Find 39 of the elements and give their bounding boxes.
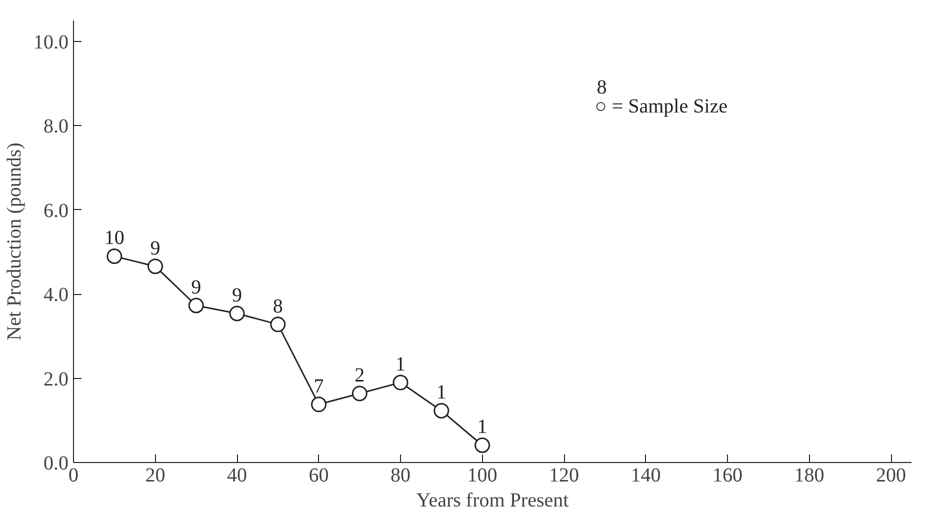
y-tick-label: 4.0 [44, 284, 68, 306]
x-tick-label: 20 [145, 464, 166, 486]
annotation: 1 [436, 382, 446, 404]
point [229, 306, 245, 322]
y-axis-title: Net Production (pounds) [4, 142, 26, 340]
annotation: 9 [150, 237, 160, 260]
annotation: 2 [354, 364, 365, 386]
annotation: 9 [191, 276, 202, 298]
y-tick-label: 2.0 [44, 368, 68, 390]
x-tick-label: 80 [390, 464, 411, 486]
point [474, 438, 490, 453]
annotation: 1 [396, 354, 406, 376]
point [148, 258, 164, 274]
point [352, 386, 368, 402]
annotation: 8 [272, 295, 283, 318]
x-axis-title: Years from Present [416, 490, 570, 512]
point [106, 248, 122, 264]
x-tick-label: 160 [712, 464, 743, 486]
x-tick-label: 180 [794, 464, 824, 486]
point [434, 402, 450, 418]
annotation: 7 [314, 375, 324, 398]
x-tick-label: 40 [227, 464, 248, 486]
y-tick-label: 6.0 [44, 200, 68, 222]
point [270, 316, 286, 332]
point [188, 298, 204, 314]
x-tick-label: 120 [549, 464, 580, 486]
y-tick-label: 10.0 [34, 32, 68, 54]
point [311, 396, 327, 412]
x-tick-label: 100 [467, 464, 498, 486]
point [392, 374, 408, 390]
x-tick-label: 140 [630, 464, 661, 486]
y-tick-label: 0.0 [44, 452, 68, 474]
annotation: 9 [232, 284, 242, 306]
y-tick-label: 8.0 [44, 116, 68, 138]
x-tick-label: 0 [68, 464, 78, 486]
x-tick-label: 200 [876, 464, 906, 486]
x-tick-label: 60 [308, 464, 329, 486]
annotation: 1 [477, 416, 488, 438]
annotation: 10 [104, 227, 124, 250]
